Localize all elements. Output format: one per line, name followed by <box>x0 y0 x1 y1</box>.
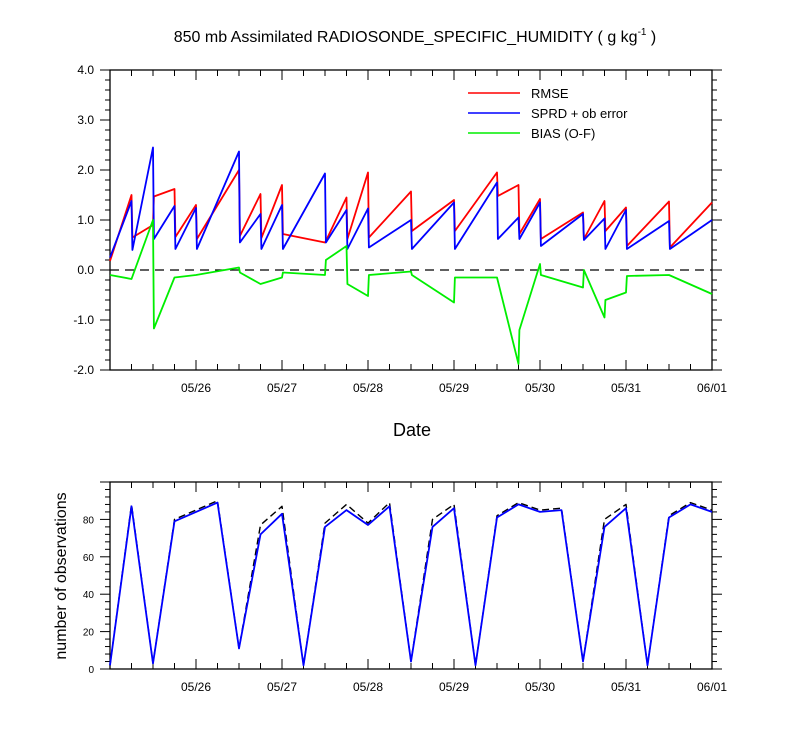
y-tick-label: -1.0 <box>73 313 94 327</box>
x-tick-label: 05/27 <box>267 381 297 395</box>
y-tick-label: 80 <box>83 515 95 526</box>
x-tick-label: 05/31 <box>611 680 641 694</box>
x-tick-label: 06/01 <box>697 381 727 395</box>
x-axis-label: Date <box>393 420 431 440</box>
x-tick-label: 05/29 <box>439 680 469 694</box>
observations-count-panel: 05/26 05/27 05/28 05/29 05/30 05/31 06/01 0 20 40… <box>83 481 727 694</box>
x-tick-label: 05/28 <box>353 381 383 395</box>
y-axis-label-observations: number of observations <box>53 492 70 659</box>
y-tick-label: 2.0 <box>77 163 94 177</box>
y-tick-label: -2.0 <box>73 363 94 377</box>
series-line-used <box>109 501 713 667</box>
x-tick-label: 05/28 <box>353 680 383 694</box>
y-tick-label: 40 <box>83 590 95 601</box>
legend-label-bias: BIAS (O-F) <box>531 126 595 141</box>
y-tick-label: 60 <box>83 553 95 564</box>
series-line-sprd-ob-error <box>109 146 713 258</box>
series-line-rmse <box>109 169 713 262</box>
x-tick-label: 06/01 <box>697 680 727 694</box>
x-tick-label: 05/27 <box>267 680 297 694</box>
x-tick-label: 05/26 <box>181 381 211 395</box>
y-tick-label: 4.0 <box>77 63 94 77</box>
series-line-possible <box>109 500 713 666</box>
legend-label-rmse: RMSE <box>531 86 569 101</box>
y-tick-label: 3.0 <box>77 113 94 127</box>
series-line-bias-o-f <box>109 219 713 365</box>
x-tick-label: 05/26 <box>181 680 211 694</box>
y-tick-label: 0.0 <box>77 263 94 277</box>
x-tick-label: 05/30 <box>525 680 555 694</box>
y-tick-label: 1.0 <box>77 213 94 227</box>
legend: RMSE SPRD + ob error BIAS (O-F) <box>468 86 628 141</box>
y-tick-label: 0 <box>88 665 94 676</box>
x-tick-label: 05/31 <box>611 381 641 395</box>
chart-title: 850 mb Assimilated RADIOSONDE_SPECIFIC_H… <box>174 27 657 46</box>
y-tick-label: 20 <box>83 628 95 639</box>
rmse-spread-bias-panel: 05/26 05/27 05/28 05/29 05/30 05/31 06/01 -2.0 -… <box>73 63 727 395</box>
x-tick-label: 05/30 <box>525 381 555 395</box>
x-tick-label: 05/29 <box>439 381 469 395</box>
legend-label-sprd: SPRD + ob error <box>531 106 628 121</box>
